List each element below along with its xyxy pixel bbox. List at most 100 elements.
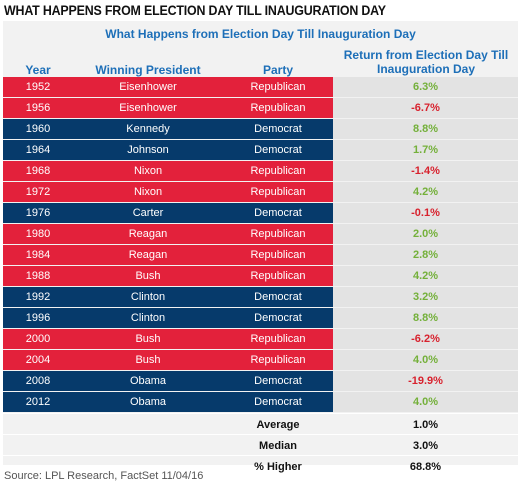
president-cell: Carter	[132, 207, 164, 219]
table-row: 1980 Reagan Republican 2.0%	[3, 224, 518, 244]
president-cell: Obama	[129, 375, 167, 387]
president-cell: Eisenhower	[119, 81, 177, 93]
year-cell: 1960	[25, 123, 51, 135]
party-band	[3, 119, 333, 139]
summary-label: Average	[256, 419, 300, 431]
summary-row: % Higher 68.8%	[3, 457, 518, 477]
party-band	[3, 350, 333, 370]
party-band	[3, 245, 333, 265]
year-cell: 1952	[25, 81, 51, 93]
party-cell: Republican	[250, 354, 306, 366]
return-cell: -0.1%	[333, 203, 518, 223]
table-title: What Happens from Election Day Till Inau…	[105, 27, 416, 41]
president-cell: Bush	[135, 354, 161, 366]
summary-label: % Higher	[254, 461, 302, 473]
year-cell: 1984	[25, 249, 51, 261]
table-row: 1992 Clinton Democrat 3.2%	[3, 287, 518, 307]
president-cell: Clinton	[130, 312, 166, 324]
return-cell: 4.0%	[333, 392, 518, 412]
party-cell: Republican	[250, 249, 306, 261]
header-year: Year	[25, 63, 51, 77]
president-cell: Kennedy	[126, 123, 170, 135]
table-row: 1952 Eisenhower Republican 6.3%	[3, 77, 518, 97]
party-band	[3, 308, 333, 328]
return-cell: 4.2%	[333, 182, 518, 202]
summary-separator	[3, 434, 518, 435]
year-cell: 1996	[25, 312, 51, 324]
return-cell: 6.3%	[333, 77, 518, 97]
party-band	[3, 287, 333, 307]
source-note: Source: LPL Research, FactSet 11/04/16	[4, 470, 204, 482]
return-cell: 3.2%	[333, 287, 518, 307]
year-cell: 1992	[25, 291, 51, 303]
page-title: WHAT HAPPENS FROM ELECTION DAY TILL INAU…	[4, 3, 386, 18]
header-winning-president: Winning President	[95, 63, 201, 77]
return-cell: 4.2%	[333, 266, 518, 286]
president-cell: Johnson	[127, 144, 169, 156]
return-cell: 1.7%	[333, 140, 518, 160]
party-cell: Republican	[250, 228, 306, 240]
party-band	[3, 392, 333, 412]
party-cell: Republican	[250, 81, 306, 93]
summary-label: Median	[259, 440, 297, 452]
summary-value: 68.8%	[409, 461, 442, 473]
party-cell: Republican	[250, 165, 306, 177]
party-band	[3, 329, 333, 349]
year-cell: 1972	[25, 186, 51, 198]
party-band	[3, 266, 333, 286]
party-band	[3, 77, 333, 97]
return-cell: 8.8%	[333, 308, 518, 328]
election-returns-table: What Happens from Election Day Till Inau…	[3, 21, 518, 473]
summary-value: 3.0%	[412, 440, 439, 452]
summary-row: Median 3.0%	[3, 436, 518, 456]
year-cell: 1956	[25, 102, 51, 114]
table-row: 1984 Reagan Republican 2.8%	[3, 245, 518, 265]
party-band	[3, 224, 333, 244]
table-row: 2008 Obama Democrat -19.9%	[3, 371, 518, 391]
president-cell: Reagan	[128, 249, 168, 261]
year-cell: 2000	[25, 333, 51, 345]
summary-row: Average 1.0%	[3, 415, 518, 435]
summary-separator	[3, 455, 518, 456]
year-cell: 1968	[25, 165, 51, 177]
year-cell: 2004	[25, 354, 51, 366]
party-cell: Democrat	[254, 312, 302, 324]
return-cell: -6.2%	[333, 329, 518, 349]
president-cell: Eisenhower	[119, 102, 177, 114]
table-row: 1972 Nixon Republican 4.2%	[3, 182, 518, 202]
president-cell: Nixon	[133, 165, 163, 177]
party-cell: Republican	[250, 186, 306, 198]
return-cell: -1.4%	[333, 161, 518, 181]
party-cell: Democrat	[254, 291, 302, 303]
return-cell: 2.8%	[333, 245, 518, 265]
president-cell: Nixon	[133, 186, 163, 198]
party-band	[3, 371, 333, 391]
president-cell: Bush	[135, 333, 161, 345]
summary-value: 1.0%	[412, 419, 439, 431]
president-cell: Obama	[129, 396, 167, 408]
table-row: 2000 Bush Republican -6.2%	[3, 329, 518, 349]
table-row: 2012 Obama Democrat 4.0%	[3, 392, 518, 412]
party-cell: Democrat	[254, 144, 302, 156]
summary-separator	[3, 413, 518, 414]
year-cell: 1980	[25, 228, 51, 240]
header-return: Return from Election Day Till Inaugurati…	[343, 48, 509, 76]
party-cell: Republican	[250, 270, 306, 282]
party-band	[3, 182, 333, 202]
return-cell: 4.0%	[333, 350, 518, 370]
party-band	[3, 98, 333, 118]
party-band	[3, 140, 333, 160]
year-cell: 1964	[25, 144, 51, 156]
party-band	[3, 203, 333, 223]
year-cell: 2008	[25, 375, 51, 387]
president-cell: Clinton	[130, 291, 166, 303]
party-cell: Democrat	[254, 375, 302, 387]
table-row: 2004 Bush Republican 4.0%	[3, 350, 518, 370]
year-cell: 1988	[25, 270, 51, 282]
table-row: 1968 Nixon Republican -1.4%	[3, 161, 518, 181]
party-cell: Democrat	[254, 396, 302, 408]
table-row: 1988 Bush Republican 4.2%	[3, 266, 518, 286]
table-row: 1960 Kennedy Democrat 8.8%	[3, 119, 518, 139]
header-party: Party	[262, 63, 294, 77]
party-cell: Democrat	[254, 123, 302, 135]
